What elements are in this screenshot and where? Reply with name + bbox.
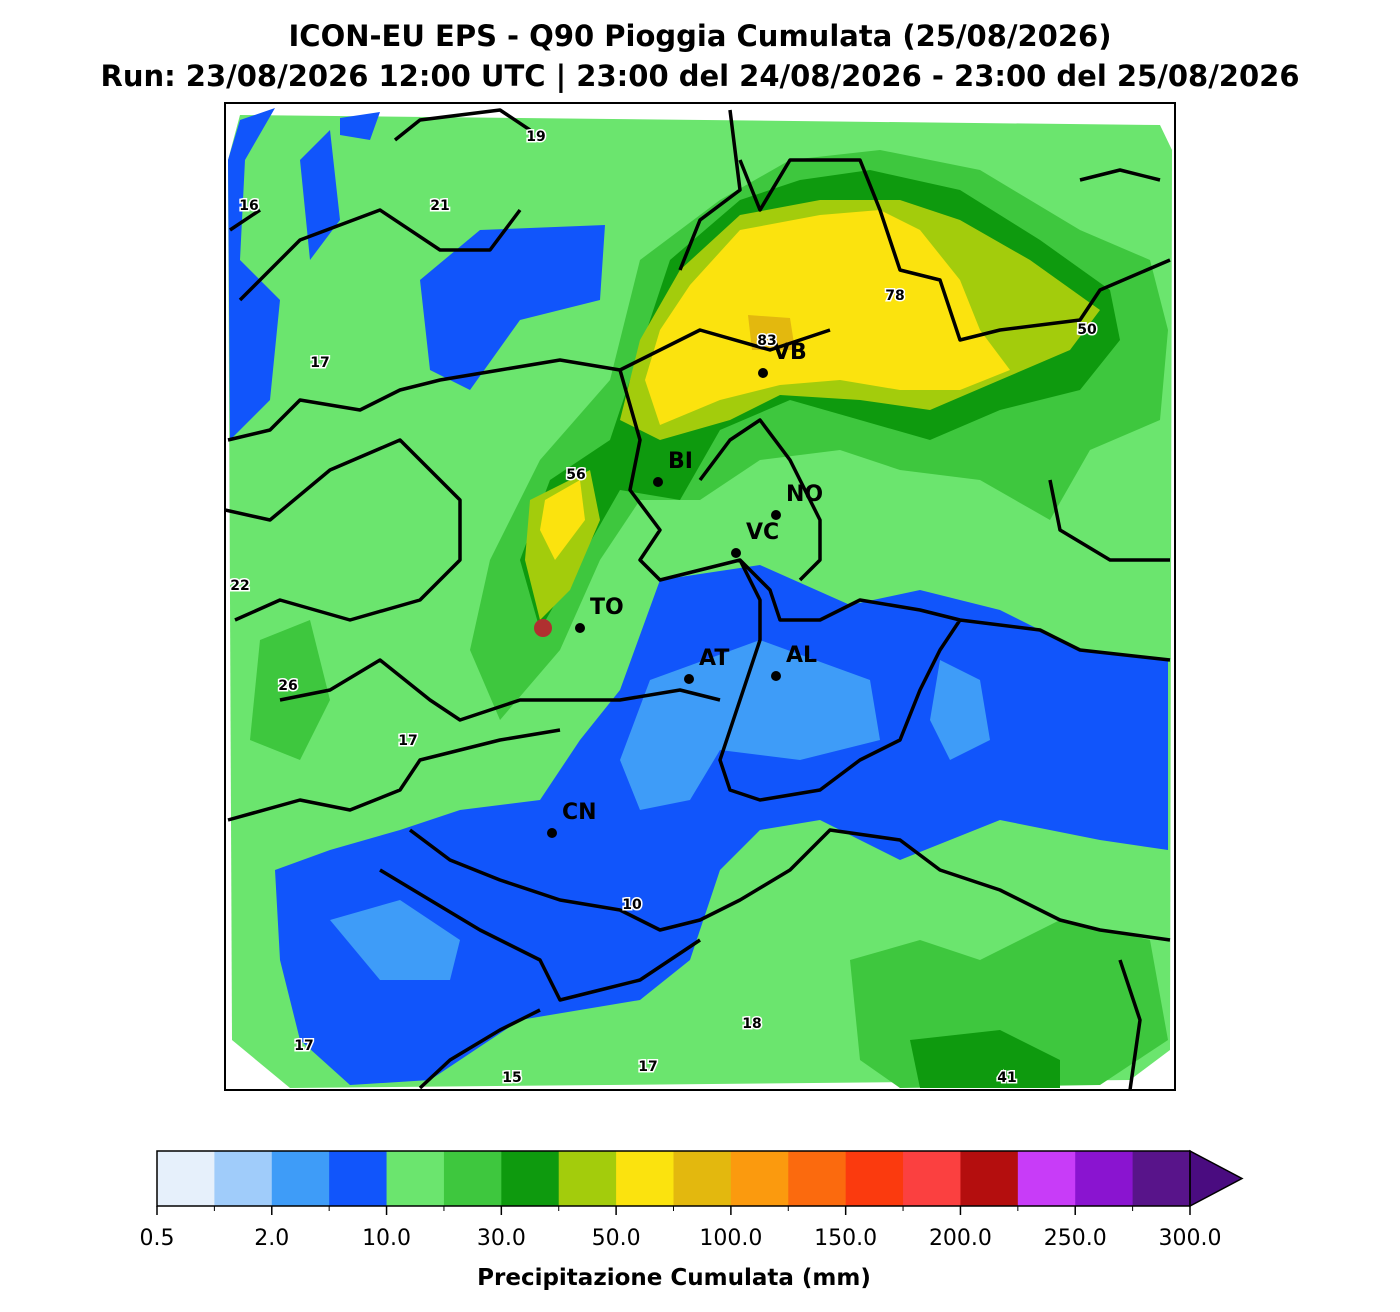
colorbar: 0.5 2.0 10.0 30.0 50.0 100.0 150.0 200.0 250.0 30…: [140, 1149, 1244, 1251]
colorbar-segment: [501, 1151, 560, 1206]
colorbar-segment: [903, 1151, 961, 1206]
colorbar-tick-label: 100.0: [699, 1226, 762, 1251]
colorbar-tick-label: 300.0: [1159, 1226, 1222, 1251]
colorbar-segment: [386, 1151, 445, 1206]
map-frame: [224, 102, 1176, 1091]
colorbar-tick-label: 150.0: [814, 1226, 877, 1251]
city-dot: [731, 548, 741, 558]
value-label: 41: [997, 1070, 1016, 1086]
colorbar-segment: [443, 1151, 502, 1206]
colorbar-segment: [616, 1151, 674, 1206]
colorbar-tick-label: 200.0: [929, 1226, 992, 1251]
value-label: 26: [278, 678, 297, 694]
colorbar-tick-label: 10.0: [362, 1226, 411, 1251]
value-label: 17: [398, 733, 417, 749]
colorbar-segment: [1075, 1151, 1134, 1206]
value-label: 19: [526, 129, 545, 145]
colorbar-tick-label: 250.0: [1044, 1226, 1107, 1251]
colorbar-segment: [157, 1151, 215, 1206]
value-label: 22: [230, 578, 249, 594]
colorbar-segment: [1132, 1151, 1191, 1206]
value-label: 17: [638, 1059, 657, 1075]
value-label: 21: [430, 198, 449, 214]
city-dot: [771, 510, 781, 520]
colorbar-segment: [673, 1151, 732, 1206]
value-label: 78: [885, 288, 904, 304]
colorbar-segment: [1017, 1151, 1076, 1206]
colorbar-tick-label: 2.0: [254, 1226, 289, 1251]
city-label: AL: [786, 643, 817, 668]
city-dot: [575, 623, 585, 633]
value-label: 18: [742, 1016, 761, 1032]
colorbar-label: Precipitazione Cumulata (mm): [477, 1265, 871, 1291]
colorbar-segment: [214, 1151, 273, 1206]
city-dot: [771, 671, 781, 681]
value-label: 56: [566, 467, 585, 483]
city-dot: [653, 477, 663, 487]
city-label: CN: [562, 800, 597, 825]
city-dot: [547, 828, 557, 838]
value-label: 17: [310, 355, 329, 371]
value-label: 15: [502, 1070, 521, 1086]
colorbar-segment: [329, 1151, 388, 1206]
colorbar-segment: [730, 1151, 789, 1206]
colorbar-segment: [845, 1151, 904, 1206]
colorbar-tick-label: 30.0: [477, 1226, 526, 1251]
city-label: VB: [773, 340, 807, 365]
city-dot: [758, 368, 768, 378]
city-label: VC: [746, 520, 779, 545]
colorbar-segment: [271, 1151, 330, 1206]
location-marker: [534, 619, 552, 637]
value-label: 17: [294, 1038, 313, 1054]
colorbar-segment: [558, 1151, 617, 1206]
city-label: BI: [668, 449, 693, 474]
value-label: 10: [622, 897, 642, 913]
title: ICON-EU EPS - Q90 Pioggia Cumulata (25/0…: [289, 19, 1112, 53]
city-dot: [684, 674, 694, 684]
city-label: NO: [786, 482, 823, 507]
colorbar-tick-label: 0.5: [140, 1226, 175, 1251]
value-label: 16: [239, 198, 258, 214]
city-label: AT: [699, 646, 729, 671]
city-label: TO: [590, 595, 624, 620]
value-label: 50: [1077, 322, 1097, 338]
map: VB BI NO VC TO AT AL CN 19 16 21 17 78 50 83 56 22 26 17 1…: [224, 102, 1176, 1091]
colorbar-segment: [960, 1151, 1019, 1206]
value-label: 83: [757, 333, 776, 349]
colorbar-extend: [1189, 1149, 1244, 1208]
subtitle: Run: 23/08/2026 12:00 UTC | 23:00 del 24…: [100, 59, 1299, 93]
colorbar-tick-label: 50.0: [592, 1226, 641, 1251]
colorbar-segment: [788, 1151, 847, 1206]
